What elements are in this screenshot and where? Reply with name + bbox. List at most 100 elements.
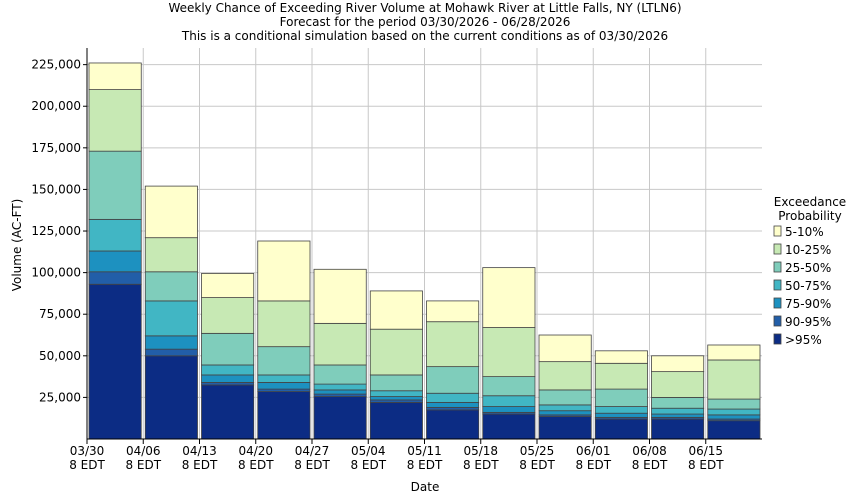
legend-swatch-1 <box>773 243 782 255</box>
x-tick-time-11: 8 EDT <box>688 458 724 472</box>
bar-week-2-segment-4 <box>201 332 255 366</box>
legend-label-4: 75-90% <box>785 297 831 311</box>
bar-week-11-segment-3 <box>707 408 761 416</box>
bar-week-5-segment-2 <box>369 396 423 401</box>
bar-week-9-segment-5 <box>594 362 648 390</box>
bar-week-1-segment-3 <box>144 300 198 337</box>
y-axis-ticks: 25,000 50,000 75,000 100,000 125,000 150,000 1… <box>31 58 87 404</box>
bar-week-7-segment-2 <box>482 406 536 413</box>
bar-week-0-segment-1 <box>88 271 142 285</box>
bar-week-2-segment-0 <box>201 384 255 440</box>
x-tick-time-2: 8 EDT <box>182 458 218 472</box>
bar-week-7-segment-6 <box>482 267 536 328</box>
y-tick-label-1: 50,000 <box>39 349 81 363</box>
legend-swatch-4 <box>773 297 782 309</box>
bar-week-8-segment-6 <box>538 334 592 363</box>
bar-week-3-segment-0 <box>257 391 311 440</box>
bar-week-3-segment-4 <box>257 346 311 376</box>
x-tick-date-2: 04/13 <box>182 444 217 458</box>
y-tick-label-2: 75,000 <box>39 307 81 321</box>
bar-week-6-segment-3 <box>426 392 480 403</box>
x-tick-time-10: 8 EDT <box>632 458 668 472</box>
bar-week-0-segment-4 <box>88 150 142 220</box>
bar-week-9-segment-2 <box>594 412 648 418</box>
bar-week-4-segment-4 <box>313 364 367 385</box>
y-tick-label-5: 150,000 <box>31 182 81 196</box>
bar-week-3-segment-5 <box>257 300 311 348</box>
bar-week-1-segment-0 <box>144 355 198 440</box>
chart-subtitle-period: Forecast for the period 03/30/2026 - 06/… <box>280 15 571 29</box>
x-tick-time-9: 8 EDT <box>575 458 611 472</box>
x-axis-label: Date <box>411 480 440 494</box>
bar-week-10-segment-2 <box>651 413 705 418</box>
bar-week-4-segment-0 <box>313 396 367 440</box>
x-tick-date-11: 06/15 <box>688 444 723 458</box>
bar-week-6-segment-4 <box>426 366 480 394</box>
bar-week-11-segment-6 <box>707 344 761 361</box>
bar-week-1-segment-6 <box>144 185 198 239</box>
bar-week-0-segment-6 <box>88 62 142 90</box>
bar-week-5-segment-6 <box>369 290 423 330</box>
bar-week-5-segment-0 <box>369 401 423 440</box>
bar-week-2-segment-2 <box>201 374 255 383</box>
bar-week-8-segment-5 <box>538 361 592 391</box>
bar-week-7-segment-5 <box>482 327 536 378</box>
bar-week-2-segment-5 <box>201 297 255 334</box>
x-tick-time-1: 8 EDT <box>125 458 161 472</box>
x-tick-time-4: 8 EDT <box>294 458 330 472</box>
legend-swatch-5 <box>773 315 782 327</box>
bar-week-2-segment-3 <box>201 364 255 376</box>
bar-week-3-segment-3 <box>257 374 311 383</box>
bar-week-10-segment-3 <box>651 407 705 415</box>
y-tick-label-6: 175,000 <box>31 141 81 155</box>
x-tick-date-8: 05/25 <box>520 444 555 458</box>
bar-week-0-segment-2 <box>88 250 142 273</box>
bar-week-3-segment-2 <box>257 382 311 390</box>
bar-week-1-segment-5 <box>144 237 198 273</box>
legend-title-line-2: Probability <box>778 209 841 223</box>
bar-week-4-segment-3 <box>313 383 367 391</box>
bar-week-7-segment-4 <box>482 376 536 397</box>
y-tick-label-3: 100,000 <box>31 266 81 280</box>
bar-week-10-segment-6 <box>651 355 705 373</box>
bar-week-10-segment-5 <box>651 371 705 398</box>
bar-week-2-segment-6 <box>201 273 255 298</box>
grid-lines <box>87 48 762 439</box>
x-tick-date-6: 05/11 <box>407 444 442 458</box>
x-tick-time-7: 8 EDT <box>463 458 499 472</box>
y-tick-label-0: 25,000 <box>39 390 81 404</box>
x-tick-date-5: 05/04 <box>351 444 386 458</box>
bar-week-4-segment-5 <box>313 322 367 366</box>
x-tick-date-3: 04/20 <box>238 444 273 458</box>
bar-week-4-segment-2 <box>313 389 367 395</box>
bar-week-0-segment-0 <box>88 283 142 440</box>
bar-week-7-segment-3 <box>482 395 536 407</box>
legend-label-2: 25-50% <box>785 261 831 275</box>
x-tick-date-10: 06/08 <box>632 444 667 458</box>
legend-swatch-3 <box>773 279 782 291</box>
bar-week-11-segment-0 <box>707 420 761 440</box>
bar-week-7-segment-0 <box>482 413 536 440</box>
y-tick-label-4: 125,000 <box>31 224 81 238</box>
x-tick-time-5: 8 EDT <box>350 458 386 472</box>
bar-week-6-segment-2 <box>426 401 480 408</box>
bar-week-11-segment-4 <box>707 398 761 410</box>
x-tick-time-0: 8 EDT <box>69 458 105 472</box>
bar-week-11-segment-2 <box>707 414 761 420</box>
bar-week-9-segment-0 <box>594 418 648 440</box>
y-tick-label-8: 225,000 <box>31 58 81 72</box>
bars-group <box>88 62 761 440</box>
bar-week-6-segment-6 <box>426 300 480 323</box>
bar-week-10-segment-0 <box>651 418 705 440</box>
bar-week-8-segment-0 <box>538 416 592 440</box>
bar-week-5-segment-4 <box>369 374 423 392</box>
legend-label-5: 90-95% <box>785 315 831 329</box>
bar-week-9-segment-6 <box>594 350 648 364</box>
bar-week-8-segment-3 <box>538 404 592 412</box>
legend-label-0: 5-10% <box>785 225 824 239</box>
bar-week-9-segment-3 <box>594 406 648 414</box>
x-tick-date-0: 03/30 <box>70 444 105 458</box>
